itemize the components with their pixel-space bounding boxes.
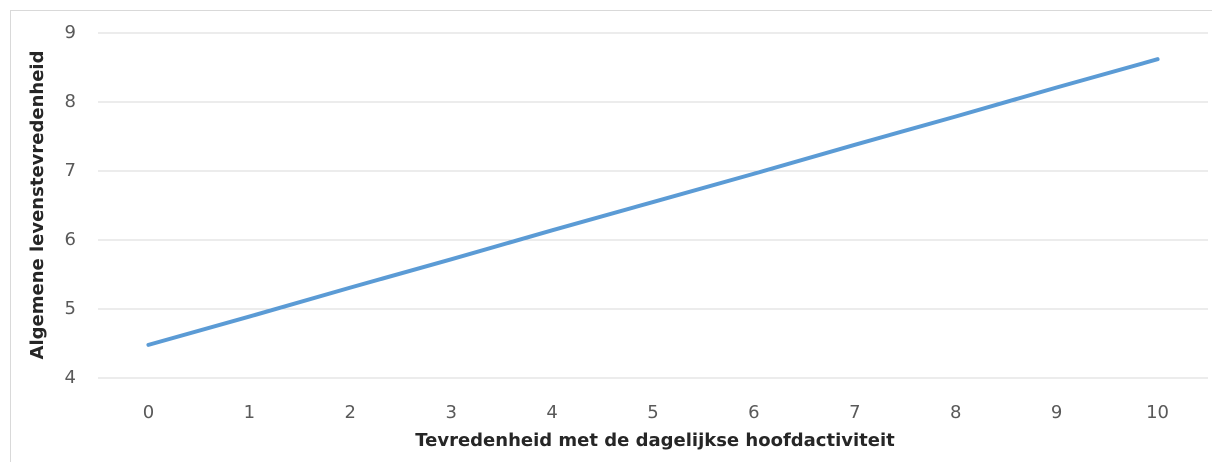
x-tick-label: 5 (647, 402, 658, 423)
data-line (146, 57, 1160, 347)
x-tick-label: 10 (1146, 402, 1169, 423)
chart-frame (10, 10, 1212, 462)
x-axis-title: Tevredenheid met de dagelijkse hoofdacti… (415, 430, 895, 451)
y-tick-label: 5 (65, 298, 76, 319)
y-tick-label: 7 (65, 160, 76, 181)
x-tick-label: 7 (849, 402, 860, 423)
x-tick-label: 9 (1051, 402, 1062, 423)
x-tick-label: 4 (546, 402, 557, 423)
y-axis-title: Algemene levenstevredenheid (27, 51, 48, 360)
x-tick-label: 8 (950, 402, 961, 423)
x-tick-label: 6 (748, 402, 759, 423)
x-tick-label: 3 (445, 402, 456, 423)
y-tick-label: 6 (65, 229, 76, 250)
x-tick-label: 2 (345, 402, 356, 423)
y-tick-label: 9 (65, 22, 76, 43)
x-tick-label: 0 (143, 402, 154, 423)
x-tick-label: 1 (244, 402, 255, 423)
y-tick-label: 4 (65, 367, 76, 388)
y-tick-label: 8 (65, 91, 76, 112)
